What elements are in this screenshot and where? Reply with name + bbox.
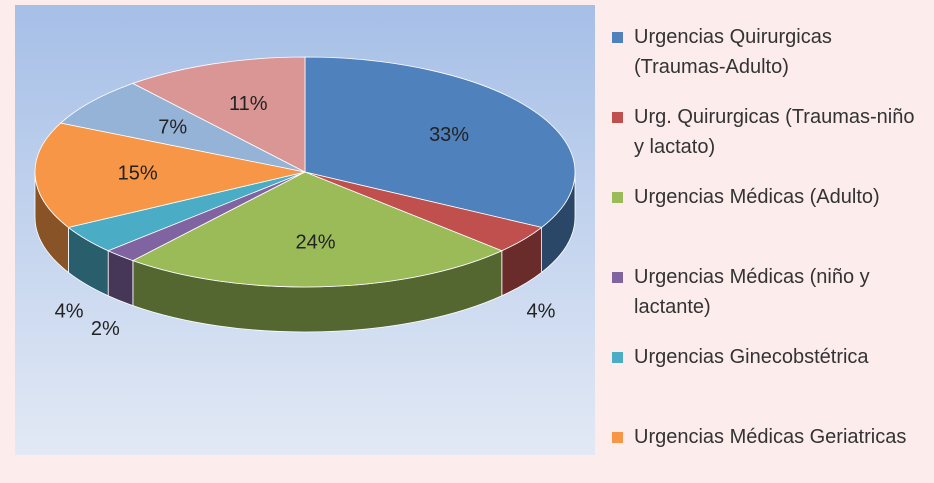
legend-entry: Urgencias Ginecobstétrica <box>612 342 927 372</box>
data-label: 15% <box>118 163 158 185</box>
data-label: 11% <box>229 93 268 115</box>
legend-label: Urgencias Médicas (niño y lactante) <box>634 266 870 318</box>
legend-swatch <box>612 192 623 203</box>
legend-entry: Urgencias Médicas Geriatricas <box>612 422 927 452</box>
legend-label: Urg. Quirurgicas (Traumas-niño y lactato… <box>634 106 915 158</box>
slice <box>131 56 306 173</box>
data-label: 4% <box>55 300 84 322</box>
data-label: 2% <box>91 318 120 340</box>
slice <box>304 56 576 228</box>
legend-swatch <box>612 432 623 443</box>
slice <box>59 82 306 173</box>
slice <box>34 122 306 228</box>
legend-swatch <box>612 272 623 283</box>
legend-swatch <box>612 32 623 43</box>
data-label: 24% <box>295 231 335 253</box>
legend-entry: Urg. Quirurgicas (Traumas-niño y lactato… <box>612 102 927 162</box>
data-label: 33% <box>429 124 469 146</box>
legend-label: Urgencias Médicas (Adulto) <box>634 186 880 208</box>
legend-entry: Urgencias Quirurgicas (Traumas-Adulto) <box>612 22 927 82</box>
data-label: 4% <box>526 300 555 322</box>
legend-label: Urgencias Ginecobstétrica <box>634 346 869 368</box>
legend-label: Urgencias Médicas Geriatricas <box>634 426 907 448</box>
legend-label: Urgencias Quirurgicas (Traumas-Adulto) <box>634 26 832 78</box>
legend-entry: Urgencias Médicas (niño y lactante) <box>612 262 927 322</box>
legend-swatch <box>612 352 623 363</box>
data-label: 7% <box>158 117 187 139</box>
slice <box>131 171 503 288</box>
legend-swatch <box>612 112 623 123</box>
legend-entry: Urgencias Médicas (Adulto) <box>612 182 927 212</box>
